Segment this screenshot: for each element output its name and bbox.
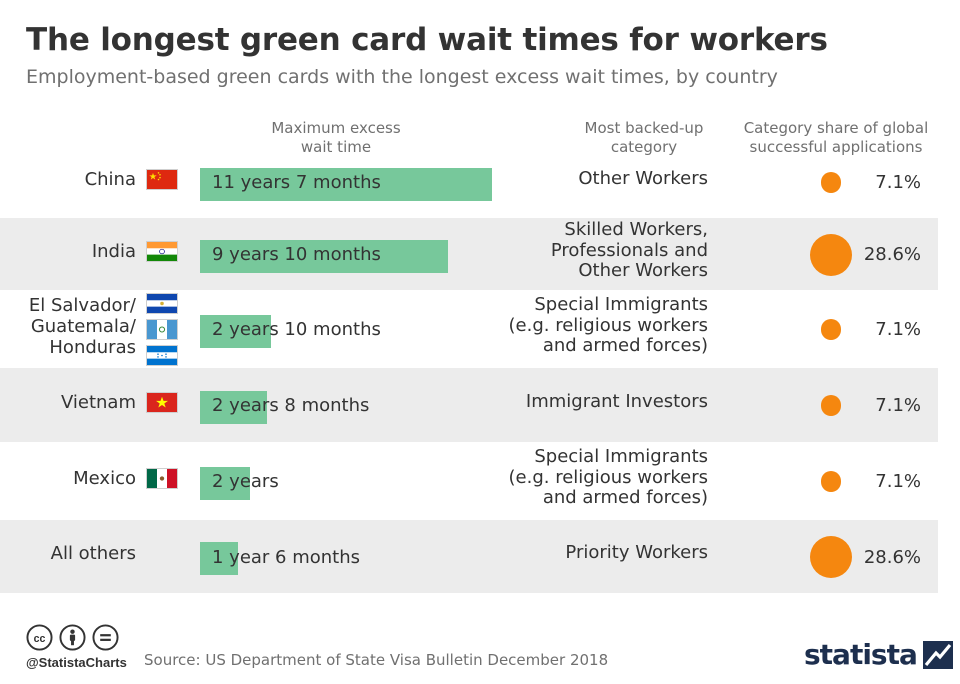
- wait-time-bar: [200, 314, 271, 348]
- share-bubble: [820, 471, 842, 492]
- china-flag: [146, 169, 178, 190]
- el-salvador-flag: [146, 293, 178, 314]
- svg-text:cc: cc: [34, 633, 46, 645]
- country-label-line: Honduras: [49, 336, 136, 358]
- table-row: China 11 years 7 months Other Workers 7.1%: [0, 146, 938, 218]
- column-header-line: Most backed-up: [584, 119, 704, 137]
- share-label: 7.1%: [875, 172, 921, 193]
- country-label-line: Guatemala/: [30, 315, 136, 337]
- share-label: 28.6%: [863, 244, 921, 265]
- category-label-line: (e.g. religious workers: [508, 466, 709, 488]
- no-derivatives-icon: [92, 624, 119, 651]
- wait-time-label: 2 years 8 months: [212, 395, 370, 416]
- wait-time-label: 2 years 10 months: [212, 319, 381, 340]
- share-bubble: [820, 395, 842, 416]
- category-label-line: Immigrant Investors: [525, 390, 708, 412]
- column-header-category: Most backed-up category: [554, 119, 734, 157]
- logo-mark-icon: [922, 641, 953, 669]
- country-label-line: Mexico: [73, 467, 136, 489]
- country-label-line: Vietnam: [60, 391, 136, 413]
- country-label: Vietnam: [0, 392, 136, 413]
- table-row: Vietnam 2 years 8 months Immigrant Investo…: [0, 368, 938, 442]
- share-bubble: [820, 172, 842, 193]
- category-label-line: Special Immigrants: [534, 446, 708, 468]
- category-label-line: (e.g. religious workers: [508, 314, 709, 336]
- category-label: Priority Workers: [468, 543, 708, 564]
- wait-time-bar: [200, 390, 267, 424]
- country-label-line: El Salvador/: [28, 294, 136, 316]
- license-icons: cc: [26, 624, 119, 651]
- country-label: China: [0, 169, 136, 190]
- table-row: India 9 years 10 months Skilled Workers, Pr…: [0, 218, 938, 290]
- column-header-share: Category share of global successful appl…: [738, 119, 934, 157]
- share-bubble: [820, 319, 842, 340]
- country-label: All others: [0, 543, 136, 564]
- column-header-line: Category share of global: [743, 119, 929, 137]
- chart-title: The longest green card wait times for wo…: [26, 22, 828, 58]
- logo-text: statista: [804, 638, 918, 671]
- share-label: 7.1%: [875, 395, 921, 416]
- share-label: 28.6%: [863, 546, 921, 568]
- country-label-line: China: [84, 168, 136, 190]
- share-bubble: [810, 233, 852, 276]
- wait-time-label: 2 years: [212, 471, 279, 492]
- country-label-line: India: [91, 240, 136, 262]
- country-label: El Salvador/Guatemala/Honduras: [0, 295, 136, 358]
- category-label: Other Workers: [468, 167, 708, 190]
- column-header-line: Maximum excess: [271, 119, 401, 137]
- honduras-flag: [146, 345, 178, 366]
- mexico-flag: [146, 468, 178, 489]
- wait-time-label: 11 years 7 months: [212, 172, 381, 193]
- category-label-line: Skilled Workers,: [564, 219, 708, 241]
- column-header-line: wait time: [300, 138, 372, 156]
- share-label: 7.1%: [875, 319, 921, 340]
- country-label-line: All others: [50, 543, 136, 564]
- wait-time-label: 9 years 10 months: [212, 244, 381, 265]
- wait-time-bar: [200, 542, 238, 575]
- column-header-line: successful applications: [749, 138, 923, 156]
- guatemala-flag: [146, 319, 178, 340]
- wait-time-label: 1 year 6 months: [212, 546, 361, 568]
- category-label: Special Immigrants (e.g. religious worker…: [468, 294, 709, 357]
- category-label-line: Priority Workers: [565, 542, 708, 564]
- chart-subtitle: Employment-based green cards with the lo…: [26, 66, 778, 88]
- share-label: 7.1%: [875, 471, 921, 492]
- column-header-line: category: [610, 138, 678, 156]
- category-label: Skilled Workers, Professionals and Other W…: [468, 220, 708, 282]
- country-label: India: [0, 241, 136, 262]
- table-row: Mexico 2 years Special Immigrants (e.g. rel…: [0, 442, 938, 520]
- category-label-line: Special Immigrants: [534, 294, 708, 316]
- category-label: Special Immigrants (e.g. religious worker…: [468, 446, 709, 509]
- cc-icon: cc: [26, 624, 53, 651]
- wait-time-bar: [200, 239, 448, 273]
- column-header-wait-time: Maximum excess wait time: [246, 119, 426, 157]
- category-label: Immigrant Investors: [468, 390, 708, 413]
- india-flag: [146, 241, 178, 262]
- table-row: El Salvador/Guatemala/Honduras 2 years 10…: [0, 290, 938, 368]
- category-label-line: Other Workers: [578, 167, 708, 189]
- attribution-icon: [59, 624, 86, 651]
- table-row: All others 1 year 6 months Priority Worker…: [0, 520, 938, 593]
- statista-logo[interactable]: statista: [804, 638, 953, 672]
- category-label-line: and armed forces): [542, 335, 708, 357]
- vietnam-flag: [146, 392, 178, 413]
- social-handle: @StatistaCharts: [26, 655, 127, 670]
- category-label-line: and armed forces): [542, 487, 708, 509]
- country-label: Mexico: [0, 468, 136, 489]
- category-label-line: Professionals and: [550, 239, 708, 261]
- wait-time-bar: [200, 167, 492, 201]
- source-note: Source: US Department of State Visa Bull…: [144, 651, 609, 669]
- category-label-line: Other Workers: [578, 260, 708, 282]
- wait-time-bar: [200, 466, 250, 500]
- share-bubble: [810, 536, 852, 578]
